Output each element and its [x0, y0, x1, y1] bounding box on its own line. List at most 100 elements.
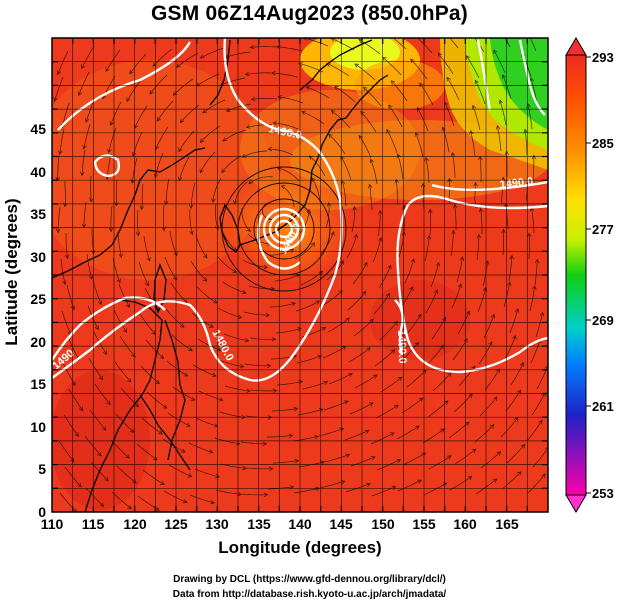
- streamline-arrowhead: [272, 120, 278, 126]
- streamline: [501, 177, 504, 204]
- streamline-arrowhead: [314, 434, 319, 440]
- streamline-arrowhead: [471, 448, 477, 453]
- streamline: [178, 130, 195, 152]
- streamline: [222, 281, 247, 294]
- streamline: [300, 271, 323, 286]
- streamline: [477, 287, 487, 313]
- streamline-arrowhead: [202, 277, 208, 282]
- streamline-arrowhead: [417, 479, 422, 484]
- streamline: [504, 38, 511, 48]
- streamline: [115, 179, 118, 206]
- streamline: [324, 454, 350, 463]
- streamline: [226, 103, 252, 112]
- streamline-arrowhead: [378, 209, 383, 215]
- streamline-arrowhead: [101, 426, 107, 431]
- streamline-arrowhead: [529, 77, 534, 83]
- streamline: [200, 125, 221, 143]
- streamline: [334, 86, 356, 103]
- streamline-arrowhead: [242, 289, 247, 295]
- streamline: [352, 262, 368, 285]
- streamline: [222, 129, 247, 142]
- streamline: [532, 447, 548, 468]
- x-tick-label: 165: [495, 516, 519, 532]
- streamline: [326, 62, 350, 77]
- streamline-arrowhead: [156, 117, 161, 122]
- streamline-arrowhead: [433, 289, 439, 295]
- streamline-arrowhead: [106, 400, 111, 406]
- streamline-arrowhead: [249, 44, 255, 50]
- streamline: [386, 129, 398, 154]
- streamline-arrowhead: [352, 205, 357, 211]
- streamline-arrowhead: [488, 341, 493, 346]
- streamline-arrowhead: [105, 67, 110, 73]
- streamline: [81, 149, 86, 176]
- streamline: [94, 383, 111, 405]
- streamline: [424, 235, 430, 262]
- streamline: [149, 74, 168, 95]
- streamline-arrowhead: [212, 299, 218, 304]
- streamline: [509, 308, 519, 334]
- streamline-arrowhead: [447, 177, 452, 183]
- streamline-arrowhead: [271, 337, 277, 342]
- axis-ticks: [52, 38, 548, 512]
- streamline-arrowhead: [98, 375, 104, 381]
- streamline: [382, 56, 402, 76]
- streamline-arrowhead: [163, 200, 169, 206]
- streamline: [296, 355, 322, 364]
- streamline: [397, 153, 404, 180]
- streamline: [446, 77, 460, 101]
- streamline: [305, 86, 330, 99]
- streamline: [327, 317, 350, 333]
- streamline: [405, 314, 422, 336]
- streamline: [404, 258, 415, 284]
- streamline-arrowhead: [493, 396, 498, 401]
- streamline-arrowhead: [366, 482, 371, 487]
- streamline-arrowhead: [435, 261, 441, 267]
- streamline-arrowhead: [70, 457, 75, 463]
- streamline-arrowhead: [248, 179, 253, 185]
- colorbar-top-arrow: [565, 37, 587, 56]
- streamline: [139, 313, 156, 335]
- streamline: [417, 107, 429, 132]
- streamline-arrowhead: [155, 379, 160, 385]
- streamline-arrowhead: [523, 128, 528, 134]
- streamline: [479, 396, 498, 417]
- streamline: [325, 202, 330, 229]
- streamline-arrowhead: [465, 421, 470, 426]
- streamline-arrowhead: [303, 38, 307, 41]
- streamline-arrowhead: [241, 153, 247, 158]
- contour-label: 1490.0: [395, 330, 408, 364]
- streamline: [190, 260, 208, 282]
- streamline: [341, 180, 347, 207]
- streamline: [166, 360, 188, 377]
- streamline: [527, 103, 533, 130]
- streamline-arrowhead: [378, 236, 383, 242]
- streamline-arrowhead: [246, 227, 251, 232]
- streamline: [506, 444, 525, 464]
- streamline: [347, 291, 366, 311]
- streamline: [215, 203, 219, 230]
- colorbar-label: 285: [592, 136, 614, 151]
- streamline: [370, 159, 378, 185]
- streamline-arrowhead: [318, 408, 324, 413]
- streamline-arrowhead: [97, 300, 102, 305]
- streamline: [472, 105, 481, 131]
- streamline-arrowhead: [519, 361, 524, 367]
- streamline-arrowhead: [501, 228, 506, 234]
- streamline-arrowhead: [318, 270, 324, 276]
- streamline: [224, 385, 251, 392]
- streamline: [140, 365, 160, 385]
- streamline: [218, 359, 244, 368]
- streamline-arrowhead: [311, 177, 316, 182]
- streamline: [410, 58, 428, 80]
- streamline-arrowhead: [471, 365, 476, 371]
- streamline-arrowhead: [328, 133, 333, 139]
- streamline-arrowhead: [467, 476, 473, 481]
- streamline-arrowhead: [390, 80, 396, 85]
- streamline-arrowhead: [330, 110, 336, 115]
- streamline: [167, 412, 191, 427]
- streamline-arrowhead: [267, 146, 273, 152]
- streamline-arrowhead: [244, 338, 250, 343]
- streamline-arrowhead: [305, 85, 311, 90]
- streamline: [196, 73, 220, 87]
